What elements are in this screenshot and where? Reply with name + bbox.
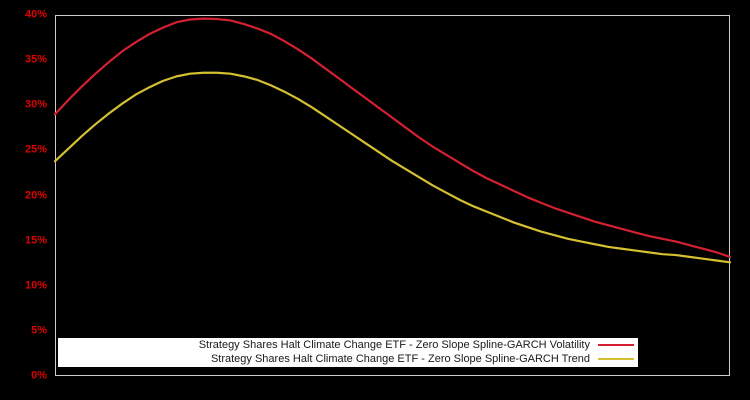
y-axis-tick-label: 10% bbox=[24, 279, 47, 292]
chart-legend: Strategy Shares Halt Climate Change ETF … bbox=[58, 338, 638, 367]
y-axis-tick-label: 20% bbox=[24, 189, 47, 201]
legend-swatch-volatility bbox=[598, 344, 634, 346]
y-axis-tick-label: 15% bbox=[24, 234, 47, 247]
y-axis-tick-label: 30% bbox=[24, 98, 47, 111]
legend-entry-volatility: Strategy Shares Halt Climate Change ETF … bbox=[58, 338, 638, 352]
legend-label-volatility: Strategy Shares Halt Climate Change ETF … bbox=[198, 339, 590, 351]
y-axis-tick-label: 35% bbox=[24, 53, 47, 66]
legend-swatch-trend bbox=[598, 358, 634, 360]
plot-area-frame bbox=[55, 15, 730, 376]
y-axis-tick-label: 25% bbox=[24, 143, 47, 156]
y-axis-tick-label: 0% bbox=[31, 369, 47, 382]
legend-label-trend: Strategy Shares Halt Climate Change ETF … bbox=[210, 353, 590, 365]
legend-entry-trend: Strategy Shares Halt Climate Change ETF … bbox=[58, 352, 638, 366]
y-axis: 0% 5% 10% 15% 20% 25% 30% 35% 40% bbox=[0, 0, 50, 400]
y-axis-tick-label: 40% bbox=[24, 8, 47, 21]
y-axis-tick-label: 5% bbox=[31, 324, 47, 337]
